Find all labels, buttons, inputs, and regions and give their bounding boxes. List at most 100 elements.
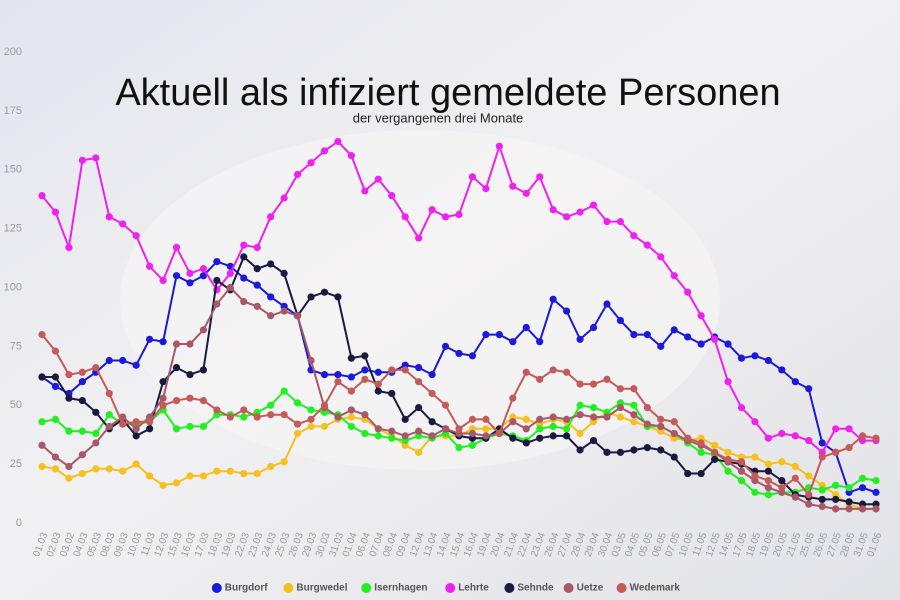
data-point bbox=[818, 439, 826, 447]
data-point bbox=[589, 201, 598, 209]
data-point bbox=[482, 432, 490, 440]
data-point bbox=[293, 170, 302, 179]
data-point bbox=[253, 265, 261, 273]
data-point bbox=[65, 474, 73, 482]
data-point bbox=[549, 206, 557, 214]
data-point bbox=[710, 448, 719, 456]
data-point bbox=[92, 465, 100, 473]
data-point bbox=[428, 206, 436, 214]
data-point bbox=[347, 152, 355, 160]
legend-marker bbox=[563, 583, 574, 593]
data-point bbox=[374, 432, 382, 440]
data-point bbox=[199, 396, 208, 405]
data-point bbox=[845, 425, 853, 433]
data-point bbox=[159, 378, 167, 386]
data-point bbox=[267, 260, 275, 268]
data-point bbox=[818, 486, 826, 494]
data-point bbox=[186, 340, 194, 348]
data-point bbox=[670, 326, 678, 334]
data-point bbox=[697, 340, 705, 348]
data-point bbox=[213, 467, 221, 475]
data-point bbox=[818, 453, 826, 461]
data-point bbox=[172, 243, 181, 252]
data-point bbox=[630, 385, 638, 393]
data-point bbox=[724, 455, 732, 464]
data-point bbox=[159, 394, 167, 402]
y-tick-label: 25 bbox=[10, 458, 22, 470]
data-point bbox=[805, 436, 813, 445]
data-point bbox=[92, 154, 100, 162]
data-point bbox=[65, 394, 73, 402]
data-point bbox=[172, 272, 181, 280]
data-point bbox=[374, 387, 382, 395]
data-point bbox=[51, 415, 60, 423]
data-point bbox=[737, 467, 746, 475]
data-point bbox=[374, 425, 382, 433]
data-point bbox=[65, 243, 73, 252]
data-point bbox=[603, 300, 611, 308]
data-point bbox=[576, 411, 584, 419]
data-point bbox=[764, 477, 772, 485]
data-point bbox=[643, 404, 651, 412]
data-point bbox=[509, 418, 517, 426]
data-point bbox=[657, 342, 665, 350]
data-point bbox=[549, 295, 557, 303]
data-point bbox=[536, 375, 544, 383]
data-point bbox=[657, 415, 665, 423]
data-point bbox=[522, 323, 530, 332]
data-point bbox=[536, 415, 544, 423]
data-point bbox=[697, 469, 705, 478]
data-point bbox=[186, 371, 194, 379]
data-point bbox=[697, 448, 705, 456]
data-point bbox=[522, 368, 530, 376]
data-point bbox=[549, 432, 557, 440]
data-point bbox=[267, 401, 275, 409]
data-point bbox=[832, 495, 840, 504]
data-point bbox=[563, 307, 571, 315]
data-point bbox=[401, 213, 409, 221]
data-point bbox=[657, 446, 665, 454]
data-point bbox=[105, 411, 113, 419]
data-point bbox=[751, 488, 759, 496]
data-point bbox=[253, 302, 261, 310]
data-point bbox=[778, 458, 786, 466]
data-point bbox=[307, 422, 315, 431]
data-point bbox=[334, 293, 342, 301]
data-point bbox=[428, 389, 436, 398]
data-point bbox=[428, 432, 436, 440]
data-point bbox=[280, 194, 288, 202]
data-point bbox=[778, 477, 786, 485]
data-point bbox=[78, 368, 86, 376]
data-point bbox=[643, 444, 651, 452]
data-point bbox=[199, 472, 208, 480]
data-point bbox=[643, 241, 651, 249]
data-point bbox=[146, 418, 154, 426]
data-point bbox=[563, 425, 571, 433]
data-point bbox=[589, 380, 598, 388]
data-point bbox=[226, 413, 234, 421]
data-point bbox=[791, 474, 799, 482]
data-point bbox=[428, 371, 436, 379]
data-point bbox=[320, 401, 329, 409]
data-point bbox=[482, 331, 490, 339]
data-point bbox=[388, 366, 396, 374]
y-tick-label: 125 bbox=[4, 223, 22, 235]
data-point bbox=[78, 427, 86, 435]
data-point bbox=[320, 288, 329, 296]
data-point bbox=[92, 408, 100, 416]
data-point bbox=[240, 298, 248, 306]
data-point bbox=[199, 422, 208, 431]
data-point bbox=[589, 413, 598, 421]
y-tick-label: 0 bbox=[16, 517, 22, 529]
data-point bbox=[240, 274, 248, 282]
data-point bbox=[441, 213, 450, 221]
data-point bbox=[92, 363, 100, 372]
data-point bbox=[684, 434, 692, 442]
data-point bbox=[872, 505, 880, 513]
data-point bbox=[684, 469, 692, 478]
data-point bbox=[51, 465, 60, 473]
data-point bbox=[832, 425, 840, 433]
data-point bbox=[805, 472, 813, 480]
data-point bbox=[280, 458, 288, 466]
data-point bbox=[845, 498, 853, 506]
